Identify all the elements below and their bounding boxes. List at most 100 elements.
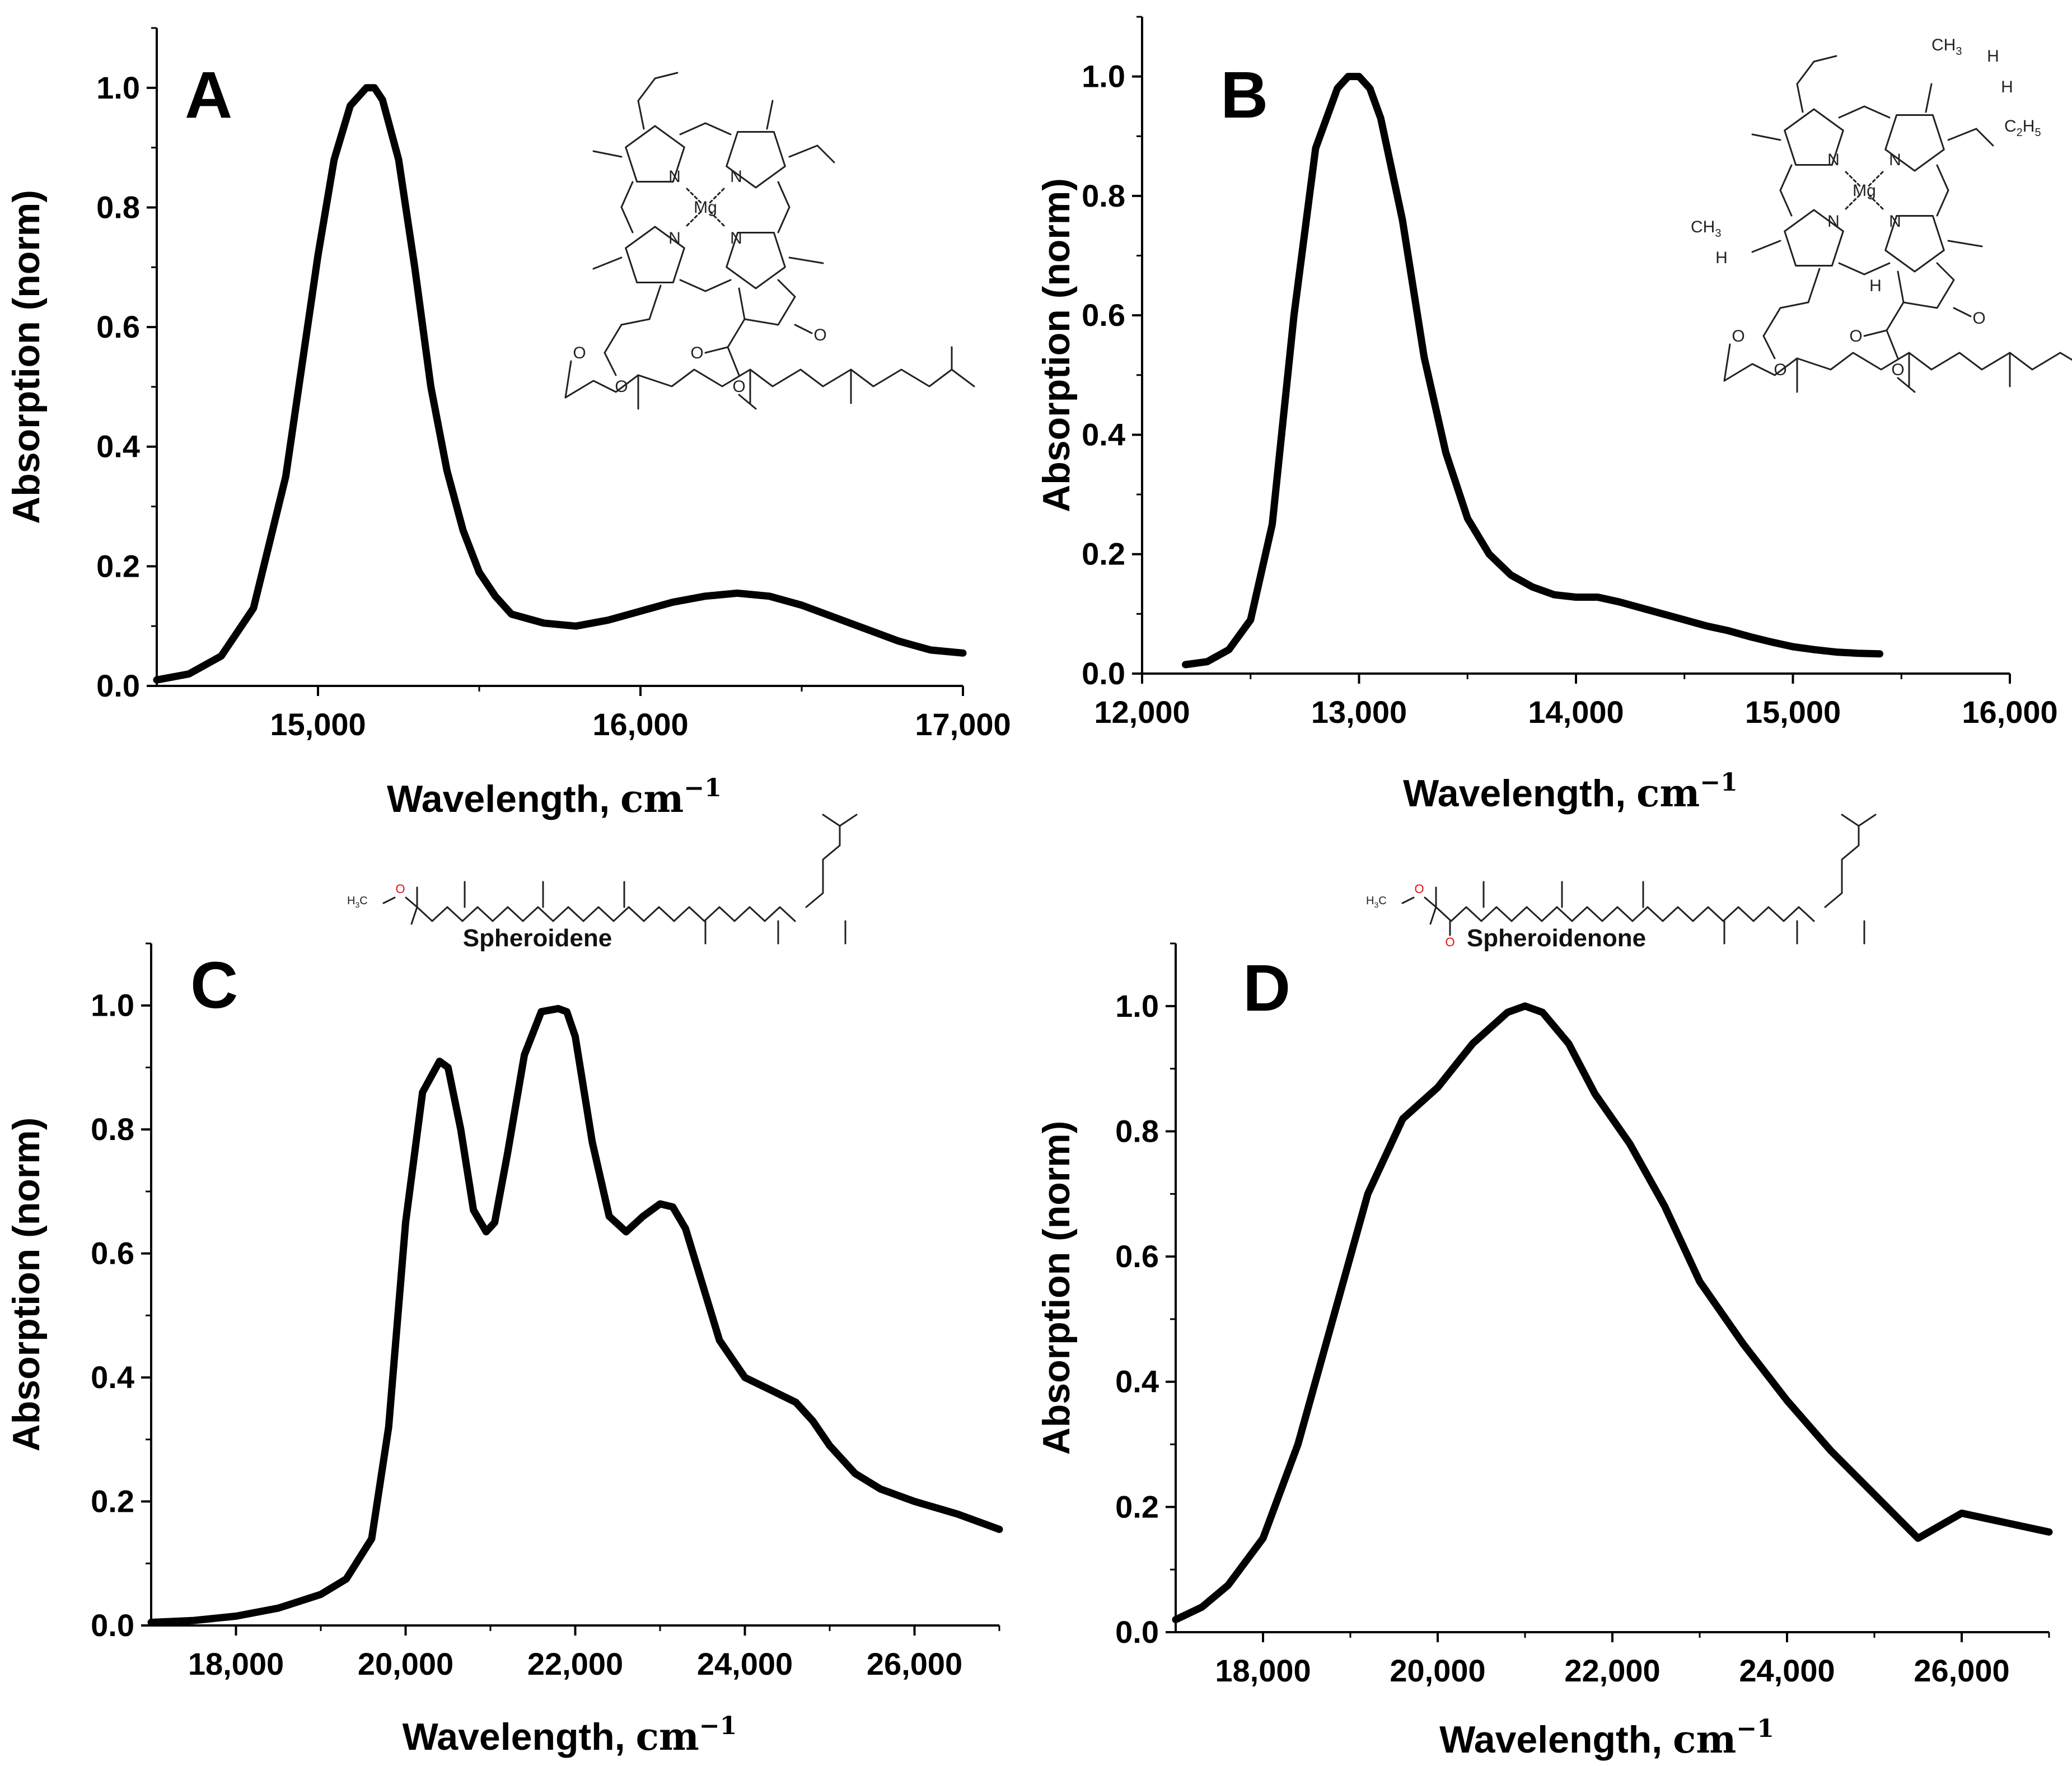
bond xyxy=(1947,240,1983,247)
bond xyxy=(1936,164,1949,191)
y-tick-label: 0.2 xyxy=(96,548,140,583)
panel-c: 0.0 0.2 0.4 0.6 0.8 1.0 18,000 20,000 22,000 24,0… xyxy=(0,814,1036,1766)
n-atom: N xyxy=(730,229,742,247)
y-axis-title: Absorption (norm) xyxy=(5,190,48,524)
group-sub: 3 xyxy=(1956,45,1962,58)
n-atom: N xyxy=(730,167,742,186)
panel-letter-d: D xyxy=(1243,951,1290,1025)
polyene-chain xyxy=(1435,906,1815,922)
bond xyxy=(648,284,662,320)
x-axis-unit-exponent: −1 xyxy=(699,1712,737,1740)
bond xyxy=(822,814,841,827)
h3co-group: H3C xyxy=(347,895,368,909)
bond xyxy=(1779,301,1809,309)
bond xyxy=(604,352,617,376)
bond xyxy=(637,100,645,130)
group-sub: 3 xyxy=(355,900,359,909)
bond xyxy=(816,144,835,163)
c2h5-group: C2H5 xyxy=(2004,117,2041,139)
cyclopentanone-ring xyxy=(1897,262,1955,309)
coordination-bond xyxy=(709,211,725,227)
x-tick-label: 22,000 xyxy=(1564,1653,1660,1688)
h-atom: H xyxy=(2001,78,2013,96)
x-axis-title: Wavelength, cm−1 xyxy=(1403,768,1738,816)
panel-b: 0.0 0.2 0.4 0.6 0.8 1.0 12,000 13,000 14,000 15,0… xyxy=(1035,0,2072,840)
terminal-chain xyxy=(805,814,858,908)
o-atom: O xyxy=(1972,309,1985,328)
x-tick-label: 17,000 xyxy=(915,707,1011,742)
ch3-group: CH3 xyxy=(1691,218,1721,240)
group-main: C xyxy=(1378,895,1386,907)
bond xyxy=(1762,335,1776,359)
bond xyxy=(1886,301,1905,331)
bond xyxy=(704,122,732,136)
bond xyxy=(738,394,757,410)
x-tick-label: 20,000 xyxy=(1390,1653,1485,1688)
chart-d: 0.0 0.2 0.4 0.6 0.8 1.0 18,000 20,000 22,000 24,0… xyxy=(1035,814,2053,1762)
x-tick-label: 16,000 xyxy=(1962,694,2057,730)
o-atom: O xyxy=(1414,882,1424,896)
x-tick-label: 20,000 xyxy=(358,1646,453,1681)
x-axis-unit: cm xyxy=(636,1714,699,1759)
series-line-c xyxy=(147,1005,1003,1626)
bond xyxy=(405,896,418,908)
bond xyxy=(1897,377,1916,393)
x-tick-label: 26,000 xyxy=(1914,1653,2009,1688)
bond xyxy=(679,122,707,136)
x-tick-label: 12,000 xyxy=(1094,694,1190,730)
h3co-group: H3C xyxy=(1366,895,1387,909)
bond xyxy=(1429,906,1437,925)
bond xyxy=(1762,307,1781,337)
bond xyxy=(1947,128,1977,141)
y-tick-label: 0.2 xyxy=(91,1484,134,1519)
x-axis-title: Wavelength, cm−1 xyxy=(387,774,722,821)
y-tick-label: 1.0 xyxy=(91,988,134,1023)
carotenoid-structure: H3C O Spheroidene xyxy=(347,814,858,952)
x-axis-title: Wavelength, cm−1 xyxy=(403,1712,737,1759)
ch3-group: CH3 xyxy=(1931,36,1962,58)
bond xyxy=(1807,268,1821,303)
bond xyxy=(766,100,774,130)
coordination-bond xyxy=(709,188,725,204)
group-sub: 3 xyxy=(1715,227,1721,240)
panel-a: 0.0 0.2 0.4 0.6 0.8 1.0 15,000 16,000 17,000 Abso… xyxy=(0,0,1036,840)
y-tick-label: 0.0 xyxy=(91,1608,134,1643)
x-axis-unit-exponent: −1 xyxy=(684,774,721,802)
y-tick-label: 0.8 xyxy=(1115,1113,1159,1148)
bond xyxy=(1751,133,1781,141)
y-tick-label: 0.4 xyxy=(1115,1364,1159,1399)
bond xyxy=(1841,814,1860,827)
x-tick-label: 13,000 xyxy=(1311,694,1407,730)
x-axis-title-text: Wavelength, xyxy=(1439,1718,1673,1761)
coordination-bond xyxy=(1845,194,1861,210)
n-atom: N xyxy=(668,229,681,247)
y-tick-label: 0.0 xyxy=(96,668,140,703)
y-tick-label: 1.0 xyxy=(96,70,140,105)
series-line-a xyxy=(153,84,967,684)
group-main: CH xyxy=(1931,36,1956,54)
panel-d: 0.0 0.2 0.4 0.6 0.8 1.0 18,000 20,000 22,000 24,0… xyxy=(1035,814,2072,1766)
keto-o-atom: O xyxy=(1445,935,1454,949)
bond xyxy=(1751,240,1781,253)
x-tick-label: 26,000 xyxy=(867,1646,962,1681)
bond xyxy=(1925,83,1933,113)
o-atom: O xyxy=(1732,327,1744,345)
x-axis-unit: cm xyxy=(1673,1717,1736,1762)
coordination-bond xyxy=(686,211,702,227)
coordination-bond xyxy=(1868,194,1884,210)
n-atom: N xyxy=(1827,212,1840,231)
o-atom: O xyxy=(395,882,405,896)
x-axis-title-text: Wavelength, xyxy=(403,1716,636,1758)
group-main: CH xyxy=(1691,218,1715,236)
bond xyxy=(704,346,729,354)
x-axis-title-text: Wavelength, xyxy=(1403,772,1636,815)
group-sub: 5 xyxy=(2034,127,2041,139)
bond xyxy=(1886,329,1899,359)
y-tick-label: 0.6 xyxy=(91,1236,134,1271)
chart-c: 0.0 0.2 0.4 0.6 0.8 1.0 18,000 20,000 22,000 24,0… xyxy=(5,814,1003,1759)
bond xyxy=(1424,896,1437,908)
carotenoid-structure: H3C O O Spheroidenone xyxy=(1366,814,1877,952)
bond xyxy=(788,144,818,158)
bond xyxy=(1838,262,1865,275)
